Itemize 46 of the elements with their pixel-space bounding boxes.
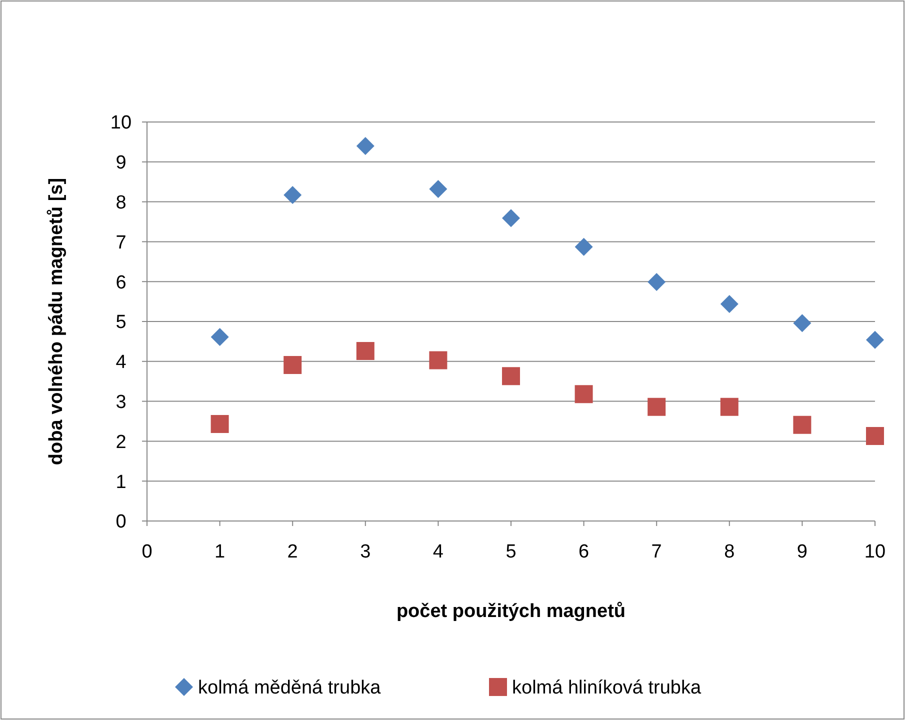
point	[429, 351, 448, 370]
point	[502, 367, 520, 386]
x-axis-title: počet použitých magnetů	[396, 601, 626, 622]
y-tick-label: 7	[116, 232, 126, 254]
x-tick-label: 4	[432, 542, 444, 563]
point	[648, 273, 666, 291]
x-tick-label: 6	[578, 542, 590, 563]
point	[210, 415, 229, 434]
y-tick-label: 1	[116, 472, 126, 493]
y-tick-label: 6	[116, 272, 126, 294]
point	[429, 180, 448, 198]
y-tick-label: 4	[116, 352, 127, 374]
point	[502, 209, 520, 228]
x-tick-label: 1	[214, 542, 226, 563]
y-tick-label: 3	[116, 392, 126, 413]
point	[866, 330, 884, 349]
legend-label: kolmá hliníková trubka	[512, 678, 702, 699]
x-tick-label: 3	[360, 542, 371, 563]
x-tick-label: 10	[864, 542, 886, 563]
point	[356, 136, 374, 155]
y-tick-label: 9	[116, 152, 126, 174]
x-tick-label: 7	[651, 542, 662, 563]
x-tick-label: 9	[796, 542, 808, 563]
x-tick-label: 8	[724, 542, 735, 563]
point	[356, 342, 374, 360]
x-tick-label: 0	[142, 542, 152, 563]
point	[574, 385, 593, 404]
y-tick-label: 10	[110, 112, 132, 134]
point	[284, 356, 302, 374]
point	[720, 398, 738, 416]
point	[574, 238, 593, 256]
point	[793, 416, 812, 434]
point	[648, 398, 666, 416]
point	[720, 294, 738, 313]
point	[866, 427, 884, 446]
point	[793, 314, 812, 332]
x-tick-label: 2	[287, 542, 298, 563]
y-tick-label: 5	[116, 312, 126, 334]
legend-label: kolmá měděná trubka	[198, 678, 382, 699]
y-tick-label: 8	[116, 192, 126, 214]
y-tick-label: 0	[116, 512, 126, 533]
point	[284, 186, 302, 204]
y-axis-title: doba volného pádu magnetů [s]	[46, 178, 67, 466]
x-tick-label: 5	[506, 542, 516, 563]
y-tick-label: 2	[116, 432, 126, 453]
point	[210, 328, 229, 346]
